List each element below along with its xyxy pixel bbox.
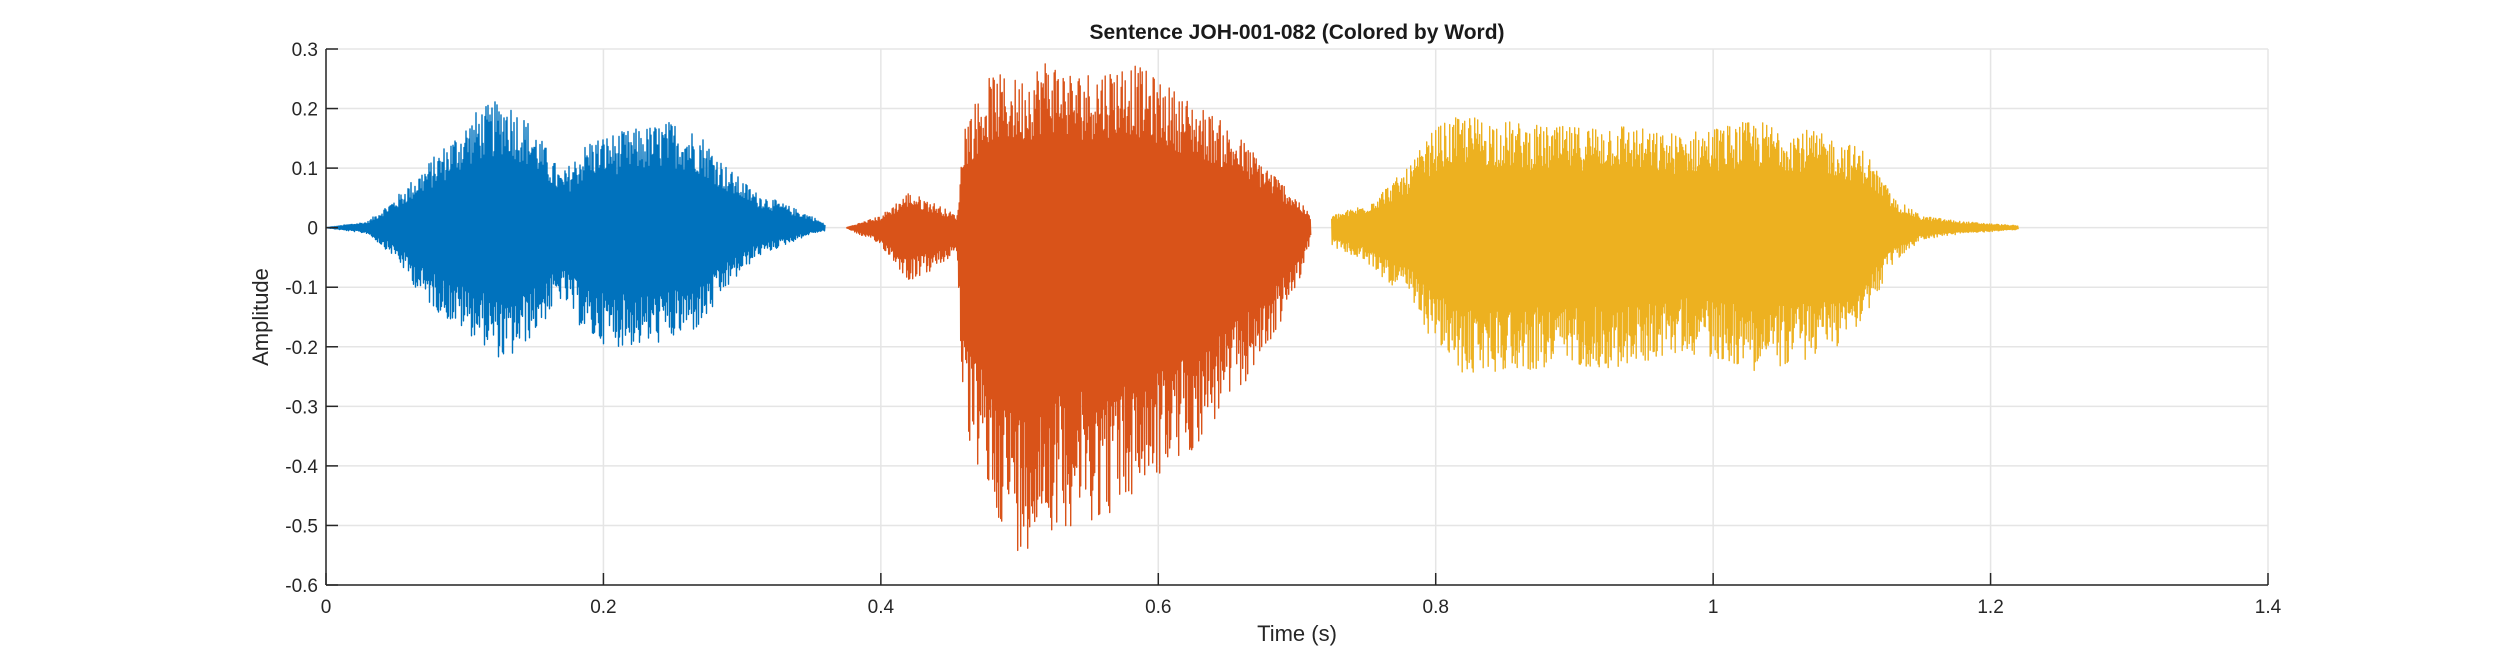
- series-line-2: [845, 63, 1312, 552]
- series-line-1: [325, 101, 826, 358]
- x-tick-label: 0.6: [1145, 597, 1171, 618]
- y-tick-label: -0.5: [285, 516, 318, 537]
- series-layer: [325, 63, 2019, 552]
- ticks: 0 0.2 0.4 0.6 0.8 1 1.2 1.4 0.3 0.2 0.1 0 -0.1 -0.2 -0…: [285, 40, 2281, 618]
- axes: [325, 49, 2268, 586]
- y-tick-label: -0.2: [285, 338, 318, 359]
- grid: [325, 48, 2269, 586]
- x-tick-label: 0.8: [1423, 597, 1449, 618]
- y-tick-label: 0.1: [292, 159, 318, 180]
- y-tick-label: 0.2: [292, 100, 318, 121]
- plot-area: [326, 49, 2268, 585]
- chart-title: Sentence JOH-001-082 (Colored by Word): [1089, 21, 1504, 44]
- y-axis-label: Amplitude: [248, 268, 273, 366]
- x-tick-label: 1: [1708, 597, 1719, 618]
- x-tick-label: 1.2: [1977, 597, 2003, 618]
- series-line-3: [1331, 117, 2019, 373]
- x-tick-label: 1.4: [2255, 597, 2282, 618]
- y-tick-label: -0.6: [285, 576, 318, 597]
- y-tick-label: -0.1: [285, 278, 318, 299]
- x-tick-label: 0.4: [868, 597, 895, 618]
- y-tick-label: 0: [307, 219, 318, 240]
- y-tick-label: 0.3: [292, 40, 318, 61]
- x-axis-label: Time (s): [1257, 621, 1337, 646]
- y-tick-label: -0.3: [285, 397, 318, 418]
- x-tick-label: 0.2: [590, 597, 616, 618]
- x-tick-label: 0: [321, 597, 332, 618]
- y-tick-label: -0.4: [285, 457, 318, 478]
